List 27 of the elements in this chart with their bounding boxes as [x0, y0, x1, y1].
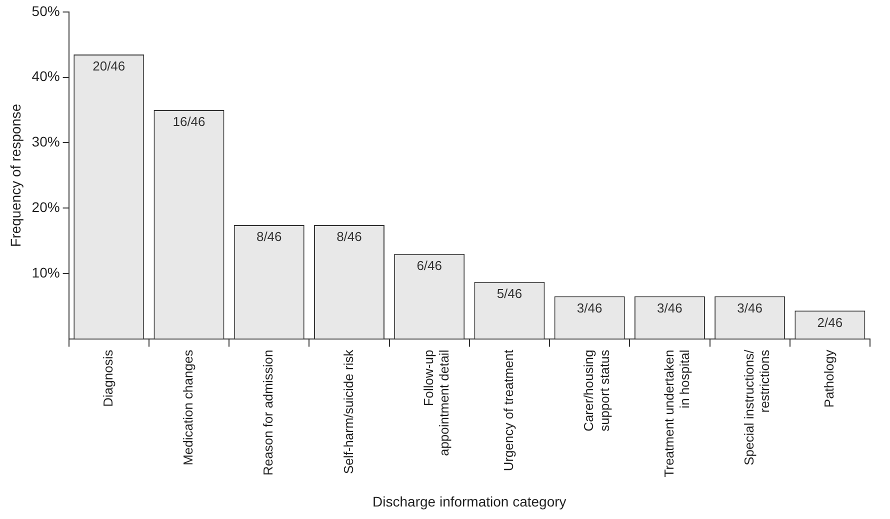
data-label: 3/46: [576, 300, 602, 316]
y-tick-label: 30%: [32, 134, 60, 150]
y-tick-label: 40%: [32, 68, 60, 84]
x-tick-label: Pathology: [822, 349, 837, 408]
data-label: 6/46: [416, 258, 442, 273]
y-axis-title: Frequency of response: [7, 104, 24, 247]
y-tick-label: 20%: [32, 198, 60, 215]
data-label: 2/46: [817, 314, 843, 330]
x-tick-label: Treatment undertaken in hospital: [661, 350, 692, 478]
y-tick-label: 50%: [32, 2, 60, 19]
data-label: 3/46: [657, 300, 682, 316]
x-tick-label: Self-harm/suicide risk: [340, 349, 356, 474]
y-tick-label: 10%: [32, 264, 60, 280]
data-label: 16/46: [172, 114, 206, 130]
data-label: 3/46: [737, 300, 762, 316]
x-tick-label: Diagnosis: [100, 349, 116, 407]
data-label: 8/46: [256, 229, 282, 244]
x-tick-label: Reason for admission: [260, 350, 276, 476]
x-tick-label: Special instructions/ restrictions: [741, 349, 772, 466]
x-tick-label: Medication changes: [180, 349, 196, 466]
data-label: 5/46: [496, 286, 522, 301]
x-axis-title: Discharge information category: [372, 493, 566, 510]
x-tick-label: Urgency of treatment: [501, 349, 516, 472]
data-label: 20/46: [92, 58, 126, 74]
data-label: 8/46: [336, 229, 362, 244]
x-tick-label: Follow-up appointment detail: [420, 350, 452, 456]
x-tick-label: Carer/housing support status: [581, 349, 612, 432]
